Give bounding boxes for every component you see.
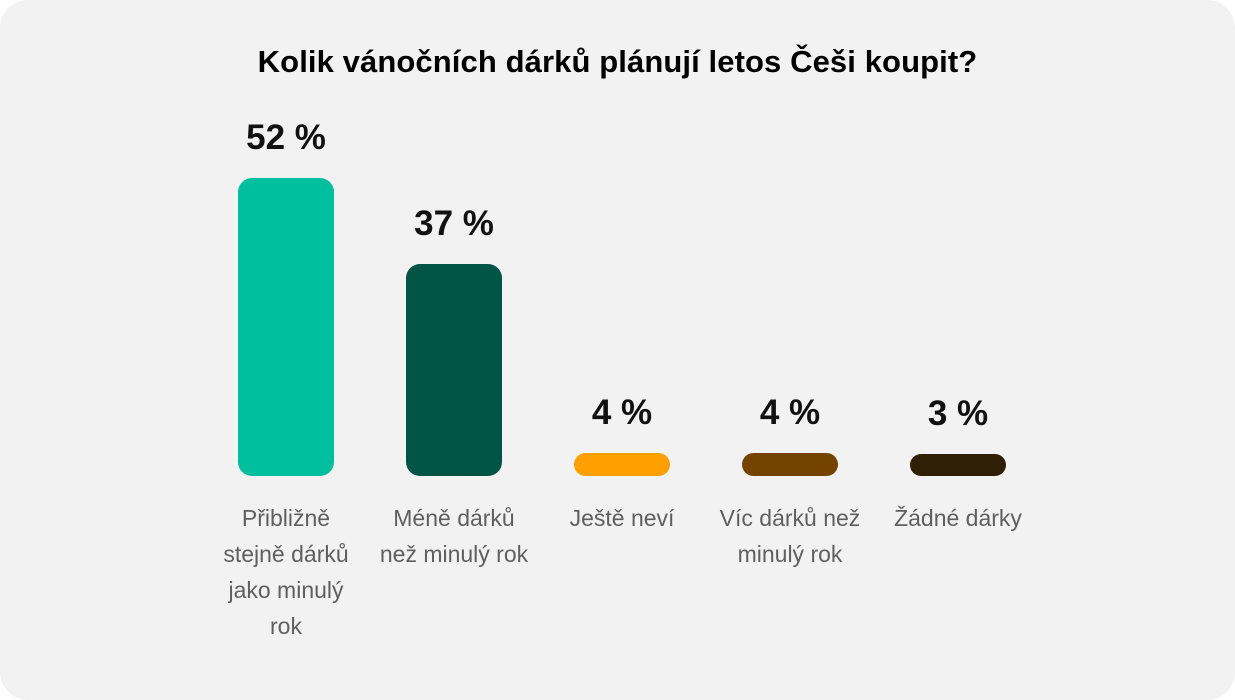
value-label-4: 4 %: [759, 393, 821, 433]
bar-1: [238, 178, 334, 476]
value-label-2: 37 %: [414, 203, 494, 243]
value-label-3: 4 %: [591, 393, 653, 433]
bar-3: [574, 453, 670, 476]
category-label-1: Přibližně stejně dárků jako minulý rok: [223, 505, 349, 639]
category-label-4: Víc dárků než minulý rok: [719, 505, 861, 567]
category-label-5: Žádné dárky: [894, 505, 1022, 531]
value-label-1: 52 %: [246, 118, 326, 157]
chart-title: Kolik vánočních dárků plánují letos Češi…: [257, 44, 978, 79]
bar-2: [406, 263, 502, 476]
category-label-3: Ještě neví: [569, 505, 675, 531]
bar-5: [910, 454, 1006, 476]
value-label-5: 3 %: [927, 394, 989, 433]
bar-4: [742, 453, 838, 476]
category-label-2: Méně dárků než minulý rok: [379, 505, 529, 567]
